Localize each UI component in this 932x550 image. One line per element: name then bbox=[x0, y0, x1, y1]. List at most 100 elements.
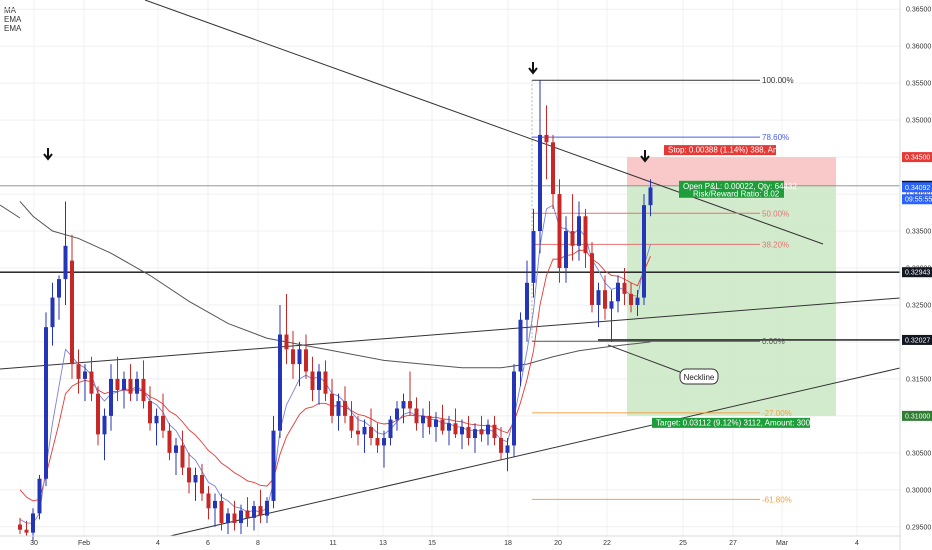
candle-body bbox=[115, 378, 120, 390]
candle-body bbox=[570, 231, 575, 246]
candle-body bbox=[239, 510, 243, 524]
y-tick-label: 0.33500 bbox=[906, 229, 931, 236]
candle-body bbox=[479, 429, 484, 435]
candle-body bbox=[499, 438, 503, 453]
candle-body bbox=[44, 327, 48, 479]
candle-body bbox=[583, 216, 588, 254]
candle-body bbox=[219, 500, 224, 524]
stop-label: Stop: 0.00388 (1.14%) 388, Amount: 750 bbox=[668, 146, 814, 155]
candle-body bbox=[577, 216, 581, 246]
position-labels: Stop: 0.00388 (1.14%) 388, Amount: 750 Op… bbox=[652, 145, 826, 428]
x-tick-label: Mar bbox=[776, 540, 789, 547]
x-tick-label: 25 bbox=[679, 540, 687, 547]
candle-body bbox=[564, 231, 568, 268]
candle-body bbox=[200, 475, 204, 494]
fib-label: 100.00% bbox=[762, 76, 794, 85]
x-tick-label: 20 bbox=[554, 540, 562, 547]
candle-body bbox=[323, 371, 328, 394]
indicator-label-ema-1[interactable]: EMA bbox=[4, 15, 22, 24]
x-tick-label: 27 bbox=[729, 540, 737, 547]
candles bbox=[18, 80, 653, 542]
candle-body bbox=[70, 260, 74, 365]
y-tick-label: 0.30000 bbox=[906, 487, 931, 494]
candle-body bbox=[408, 401, 412, 409]
fib-label: -27.00% bbox=[762, 409, 792, 418]
candle-body bbox=[375, 438, 380, 446]
candle-body bbox=[148, 401, 152, 424]
candle-body bbox=[362, 426, 367, 435]
y-tick-label: 0.32500 bbox=[906, 302, 931, 309]
open-pl-box bbox=[679, 180, 784, 198]
candle-body bbox=[76, 364, 81, 379]
candle-body bbox=[271, 430, 276, 501]
candle-body bbox=[382, 438, 386, 446]
candle-body bbox=[31, 513, 35, 533]
y-tick-label: 0.29500 bbox=[906, 524, 931, 531]
fib-label: -61.80% bbox=[762, 495, 792, 504]
candle-body bbox=[642, 205, 646, 298]
price-tag-label: 0.34500 bbox=[905, 155, 930, 162]
descending-trendline bbox=[144, 0, 824, 245]
price-tag bbox=[902, 194, 932, 205]
fib-label: 0.00% bbox=[762, 337, 785, 346]
candle-body bbox=[486, 424, 490, 435]
candle-body bbox=[122, 378, 126, 390]
fib-retracement: 100.00% 78.60% 50.00% 38.20% 0.00% -27.00% -61… bbox=[531, 76, 794, 504]
down-arrow-head-icon bbox=[640, 155, 650, 163]
candle-body bbox=[63, 245, 68, 280]
candle-body bbox=[369, 426, 373, 439]
x-tick-label: 18 bbox=[504, 540, 512, 547]
candle-body bbox=[616, 282, 620, 302]
target-label-box bbox=[652, 417, 810, 428]
candle-body bbox=[466, 426, 471, 439]
price-tag-label: 0.32943 bbox=[905, 270, 930, 277]
candle-body bbox=[440, 419, 445, 431]
y-tick-label: 0.36000 bbox=[906, 44, 931, 51]
candle-body bbox=[648, 187, 653, 206]
candle-body bbox=[226, 513, 230, 524]
candle-body bbox=[538, 134, 542, 232]
x-tick-label: 13 bbox=[379, 540, 387, 547]
candle-body bbox=[473, 429, 477, 439]
price-tag-label: 09:55:55 bbox=[905, 197, 932, 204]
candle-body bbox=[245, 510, 250, 518]
candle-body bbox=[447, 423, 451, 431]
candle-body bbox=[278, 334, 282, 431]
candle-body bbox=[395, 408, 399, 420]
candle-body bbox=[83, 371, 87, 379]
candle-body bbox=[24, 529, 29, 533]
candle-body bbox=[304, 349, 308, 372]
candle-body bbox=[603, 290, 607, 309]
candle-body bbox=[310, 371, 315, 390]
candle-body bbox=[401, 401, 406, 409]
candle-body bbox=[213, 500, 217, 509]
candle-body bbox=[180, 445, 185, 468]
candle-body bbox=[128, 378, 133, 394]
candle-body bbox=[531, 231, 536, 283]
candle-body bbox=[161, 415, 165, 431]
x-tick-label: 4 bbox=[156, 540, 160, 547]
candle-body bbox=[336, 401, 341, 416]
indicator-label-ema-2[interactable]: EMA bbox=[4, 24, 22, 33]
price-tag-label: 0.31000 bbox=[905, 413, 930, 420]
stop-label-box bbox=[664, 145, 776, 156]
fib-label: 78.60% bbox=[762, 133, 789, 142]
price-tag-label: 0.32027 bbox=[905, 337, 930, 344]
candle-body bbox=[258, 506, 263, 516]
fib-label: 50.00% bbox=[762, 209, 789, 218]
candle-body bbox=[596, 290, 601, 305]
candle-body bbox=[297, 349, 302, 365]
indicator-label-ma[interactable]: MA bbox=[4, 6, 16, 15]
ema-slow-line bbox=[19, 249, 651, 502]
candle-body bbox=[317, 371, 321, 390]
candle-body bbox=[590, 253, 594, 305]
candle-body bbox=[544, 134, 549, 143]
candle-body bbox=[154, 415, 159, 424]
candle-body bbox=[635, 297, 640, 305]
candle-body bbox=[193, 475, 198, 483]
grid bbox=[0, 0, 900, 536]
candle-body bbox=[141, 378, 146, 402]
candle-body bbox=[50, 297, 55, 328]
